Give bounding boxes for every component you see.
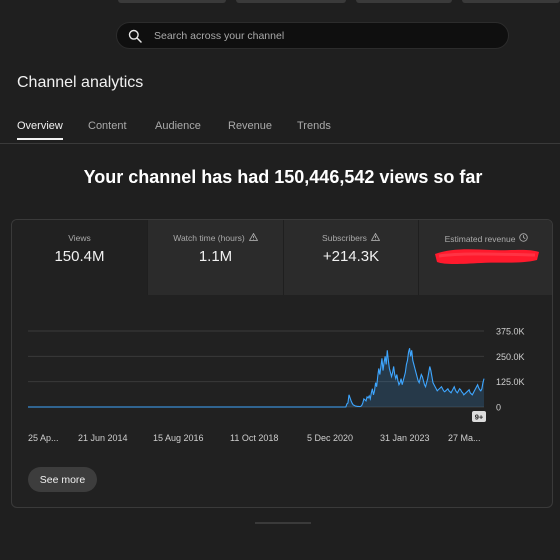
metric-value: 1.1M bbox=[198, 248, 233, 265]
metric-tabs: Views 150.4M Watch time (hours) 1.1M Sub… bbox=[12, 220, 552, 295]
tab-content[interactable]: Content bbox=[88, 120, 127, 132]
tab-overview[interactable]: Overview bbox=[17, 120, 63, 140]
series-line bbox=[28, 348, 485, 408]
metric-label: Watch time (hours) bbox=[173, 233, 245, 243]
metric-value: 150.4M bbox=[54, 248, 105, 265]
x-tick-label: 11 Oct 2018 bbox=[230, 433, 278, 443]
metric-value: +214.3K bbox=[322, 248, 380, 265]
y-tick-label: 0 bbox=[496, 403, 501, 413]
bottom-scroll-hint bbox=[255, 522, 311, 524]
tabs-divider bbox=[0, 143, 560, 144]
chart-badge[interactable] bbox=[472, 411, 486, 422]
x-tick-label: 5 Dec 2020 bbox=[307, 433, 353, 443]
metric-label: Estimated revenue bbox=[444, 233, 516, 244]
x-tick-label: 15 Aug 2016 bbox=[153, 433, 204, 443]
search-icon bbox=[128, 28, 144, 44]
warning-icon bbox=[370, 232, 381, 243]
metric-label: Subscribers bbox=[322, 233, 367, 243]
metric-subscribers[interactable]: Subscribers +214.3K bbox=[283, 220, 418, 295]
total-views-headline: Your channel has had 150,446,542 views s… bbox=[83, 167, 483, 187]
metric-views[interactable]: Views 150.4M bbox=[12, 220, 147, 295]
x-tick-label: 31 Jan 2023 bbox=[380, 433, 430, 443]
analytics-card: Views 150.4M Watch time (hours) 1.1M Sub… bbox=[11, 219, 553, 508]
search-input[interactable] bbox=[154, 29, 474, 42]
search-bar[interactable] bbox=[116, 22, 509, 49]
y-tick-label: 250.0K bbox=[496, 352, 525, 362]
tab-revenue[interactable]: Revenue bbox=[228, 120, 273, 132]
page-title: Channel analytics bbox=[17, 74, 144, 91]
metric-label: Views bbox=[68, 233, 91, 243]
tab-audience[interactable]: Audience bbox=[155, 120, 201, 132]
x-tick-label: 27 Ma... bbox=[448, 433, 481, 443]
metric-watch-time[interactable]: Watch time (hours) 1.1M bbox=[147, 220, 283, 295]
see-more-button[interactable]: See more bbox=[28, 467, 97, 492]
views-chart: 375.0K 250.0K 125.0K 0 9+ 25 Ap... 21 Jun 2014… bbox=[28, 327, 525, 443]
tab-trends[interactable]: Trends bbox=[297, 120, 331, 132]
x-tick-label: 25 Ap... bbox=[28, 433, 59, 443]
x-tick-label: 21 Jun 2014 bbox=[78, 433, 128, 443]
clock-icon bbox=[519, 233, 529, 244]
y-tick-label: 125.0K bbox=[496, 377, 525, 387]
top-nav-hint bbox=[0, 0, 560, 4]
warning-icon bbox=[248, 232, 259, 243]
y-tick-label: 375.0K bbox=[496, 327, 525, 337]
redaction-scribble bbox=[435, 249, 539, 264]
chart-badge-label: 9+ bbox=[475, 413, 484, 422]
metric-estimated-revenue[interactable]: Estimated revenue bbox=[418, 220, 552, 295]
series-area bbox=[28, 348, 484, 407]
